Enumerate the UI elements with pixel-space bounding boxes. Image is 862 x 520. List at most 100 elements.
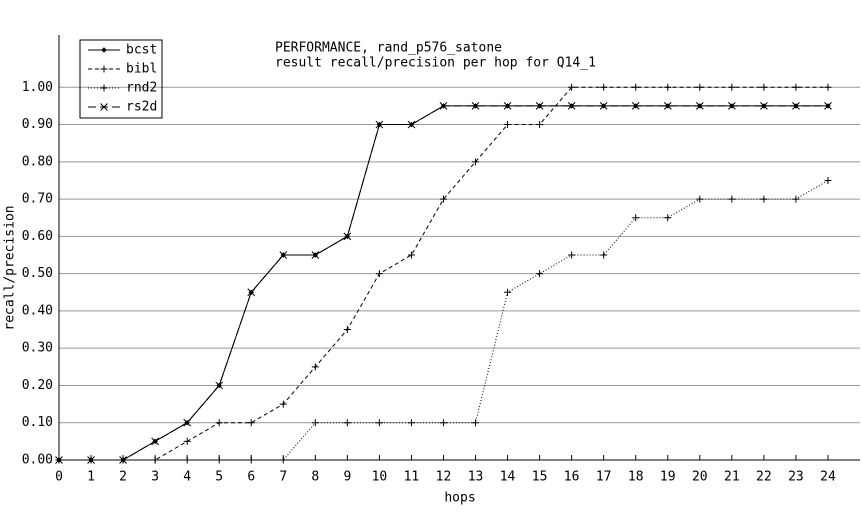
x-tick-label: 18: [628, 470, 644, 485]
data-point: [599, 102, 608, 110]
data-point: [535, 102, 544, 110]
legend-label: bibl: [126, 62, 157, 77]
data-point: [504, 121, 512, 129]
y-tick-label: 0.80: [22, 154, 53, 169]
data-point: [375, 270, 383, 278]
x-tick-label: 17: [596, 470, 612, 485]
series-line: [59, 105, 828, 461]
x-tick-label: 15: [532, 470, 548, 485]
data-point: [471, 102, 480, 110]
legend-marker: [100, 103, 108, 111]
data-point: [567, 102, 576, 110]
x-tick-label: 11: [404, 470, 420, 485]
data-point: [696, 195, 704, 203]
data-point: [568, 83, 576, 91]
data-point: [664, 83, 672, 91]
data-point: [183, 456, 191, 464]
data-point: [407, 251, 415, 259]
data-point: [407, 419, 415, 427]
data-point: [439, 419, 447, 427]
chart-subtitle: result recall/precision per hop for Q14_…: [275, 56, 596, 71]
data-point: [247, 456, 255, 464]
x-tick-label: 21: [724, 470, 740, 485]
legend-label: rs2d: [126, 100, 157, 115]
data-point: [343, 326, 351, 334]
y-tick-label: 0.50: [22, 266, 53, 281]
data-point: [375, 120, 384, 129]
y-axis-label: recall/precision: [3, 205, 18, 330]
x-tick-label: 14: [500, 470, 516, 485]
data-point: [183, 437, 191, 445]
x-tick-label: 20: [692, 470, 708, 485]
data-point: [472, 419, 480, 427]
data-point: [183, 418, 192, 427]
data-point: [536, 121, 544, 129]
data-point: [279, 251, 288, 259]
x-tick-label: 16: [564, 470, 580, 485]
data-point: [663, 102, 672, 110]
data-point: [792, 195, 800, 203]
data-point: [151, 456, 159, 464]
data-point: [375, 419, 383, 427]
chart-title: PERFORMANCE, rand_p576_satone: [275, 41, 502, 56]
data-point: [600, 83, 608, 91]
y-tick-label: 0.30: [22, 341, 53, 356]
series-line: [59, 105, 828, 461]
data-point: [760, 83, 768, 91]
data-point: [824, 176, 832, 184]
x-tick-label: 1: [87, 470, 95, 485]
data-point: [87, 456, 95, 464]
data-point: [600, 251, 608, 259]
x-tick-label: 4: [183, 470, 191, 485]
data-point: [151, 437, 159, 446]
x-tick-label: 23: [788, 470, 804, 485]
data-point: [727, 102, 736, 110]
data-point: [568, 251, 576, 259]
legend-marker: [101, 47, 107, 53]
series-line: [59, 180, 829, 461]
y-tick-label: 1.00: [22, 80, 53, 95]
data-point: [407, 120, 416, 129]
legend-label: rnd2: [126, 81, 157, 96]
data-point: [472, 158, 480, 166]
data-point: [279, 400, 287, 408]
x-tick-label: 24: [820, 470, 836, 485]
data-point: [439, 102, 448, 110]
x-tick-label: 8: [311, 470, 319, 485]
y-tick-label: 0.70: [22, 192, 53, 207]
data-point: [504, 288, 512, 296]
data-point: [632, 83, 640, 91]
legend-label: bcst: [126, 43, 157, 58]
legend-marker: [100, 65, 108, 73]
x-tick-label: 5: [215, 470, 223, 485]
x-tick-label: 0: [55, 470, 63, 485]
data-point: [632, 214, 640, 222]
data-point: [664, 214, 672, 222]
x-tick-label: 22: [756, 470, 772, 485]
data-point: [279, 456, 287, 464]
data-point: [247, 419, 255, 427]
x-tick-label: 3: [151, 470, 159, 485]
data-point: [311, 251, 320, 259]
data-point: [824, 83, 832, 91]
data-point: [695, 102, 704, 110]
x-tick-label: 12: [436, 470, 452, 485]
y-tick-label: 0.40: [22, 303, 53, 318]
x-tick-label: 10: [372, 470, 388, 485]
data-point: [119, 456, 127, 464]
data-point: [792, 102, 800, 110]
data-point: [215, 419, 223, 427]
y-tick-label: 0.90: [22, 117, 53, 132]
x-tick-label: 2: [119, 470, 127, 485]
data-point: [728, 195, 736, 203]
legend-box: [79, 39, 163, 119]
y-tick-label: 0.20: [22, 378, 53, 393]
x-axis-label: hops: [444, 491, 475, 506]
data-point: [439, 195, 447, 203]
data-point: [311, 419, 319, 427]
data-point: [792, 83, 800, 91]
data-point: [631, 102, 640, 110]
data-point: [55, 456, 63, 464]
